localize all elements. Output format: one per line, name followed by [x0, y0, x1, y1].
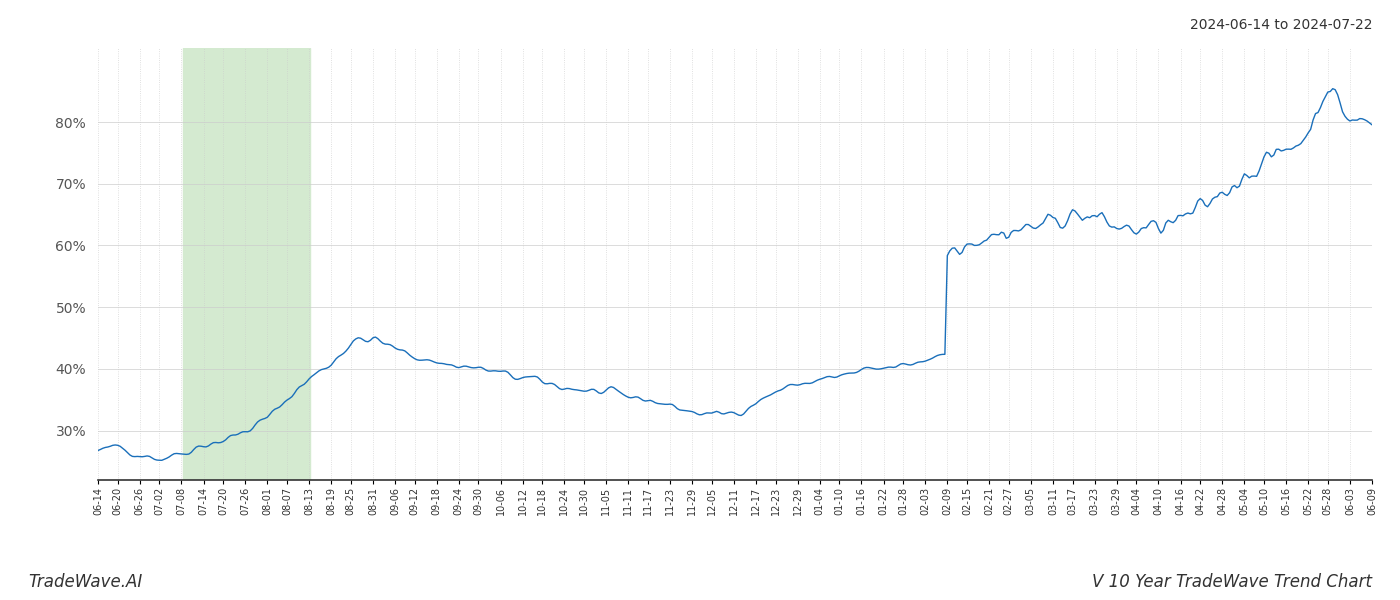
Text: V 10 Year TradeWave Trend Chart: V 10 Year TradeWave Trend Chart [1092, 573, 1372, 591]
Bar [183, 48, 311, 480]
Text: TradeWave.AI: TradeWave.AI [28, 573, 143, 591]
Text: 2024-06-14 to 2024-07-22: 2024-06-14 to 2024-07-22 [1190, 18, 1372, 32]
